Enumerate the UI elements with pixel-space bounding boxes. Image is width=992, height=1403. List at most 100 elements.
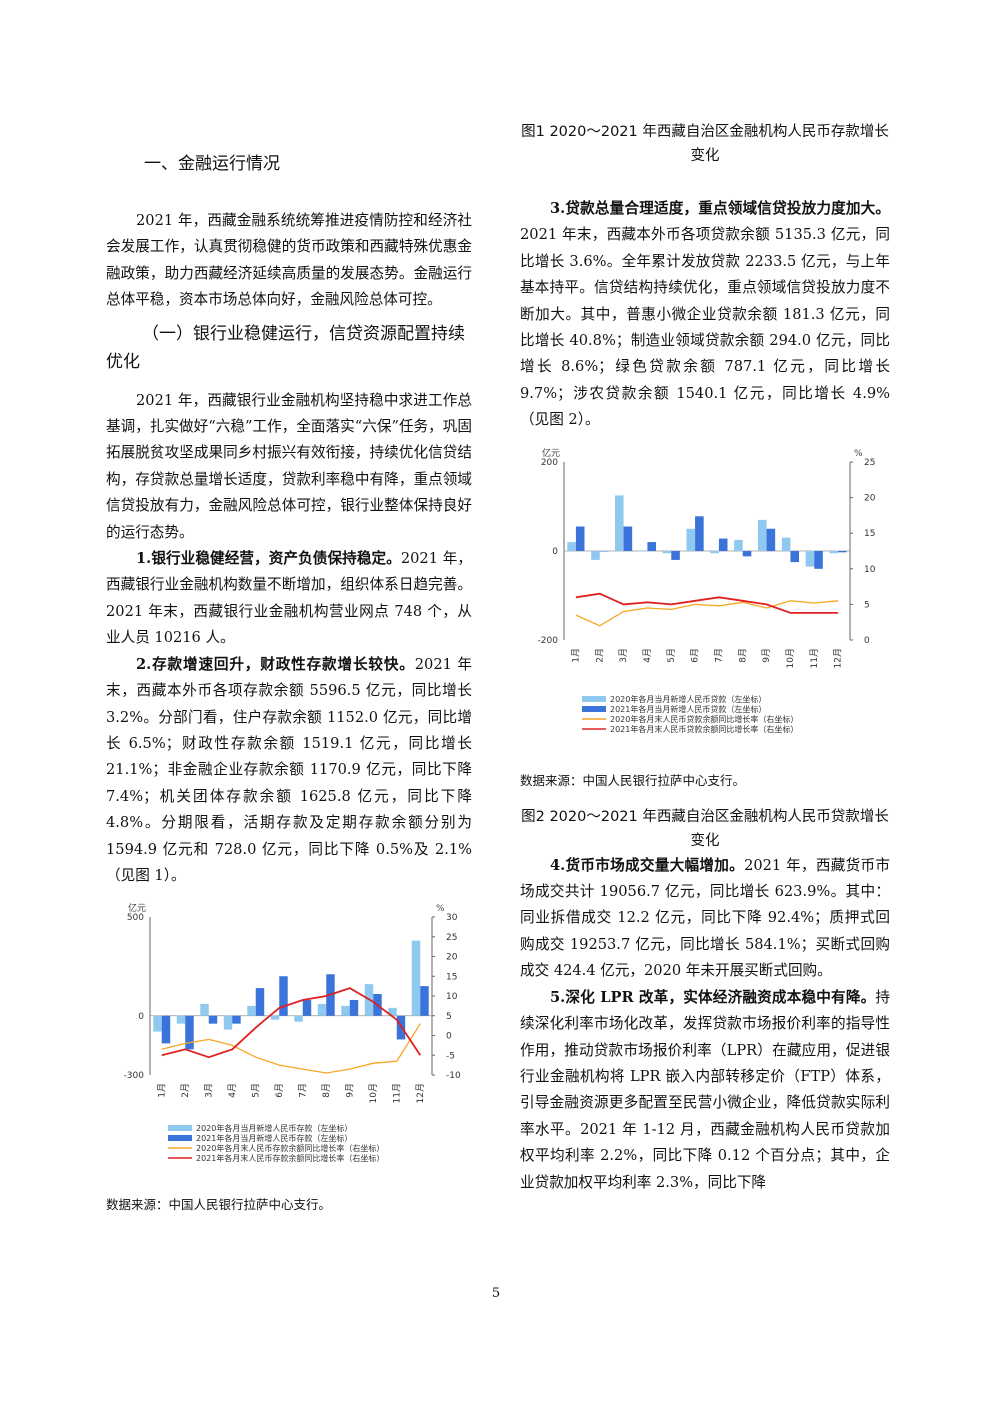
right-tick-label: 20 [864, 493, 876, 503]
bar-2021 [208, 1016, 218, 1024]
bar-2021 [279, 976, 288, 1017]
left-tick-label: 200 [541, 458, 558, 468]
legend-swatch [168, 1125, 192, 1132]
bar-2020 [200, 1004, 209, 1017]
legend-swatch [582, 705, 606, 712]
bar-2020 [686, 528, 696, 551]
right-axis-unit: % [436, 904, 445, 914]
bar-2020 [829, 550, 839, 553]
category-label: 4月 [642, 648, 653, 663]
growth-line-2021 [575, 592, 839, 614]
right-tick-label: -5 [446, 1052, 455, 1062]
bar-2020 [270, 1016, 280, 1021]
bar-2020 [317, 1004, 327, 1017]
category-label: 6月 [690, 648, 701, 663]
paragraph-3: 3.贷款总量合理适度，重点领域信贷投放力度加大。 2021 年末，西藏本外币各项贷… [520, 196, 890, 434]
figure-2-chart: 亿元 % 200 0 -200 25 20 15 10 5 0 1月 2月 3月 4月 5月 6月 7月 8月 9月 1… [538, 447, 876, 734]
right-tick-label: 15 [446, 973, 457, 983]
category-label: 12月 [415, 1083, 426, 1103]
growth-line-2020 [161, 1023, 421, 1075]
bar-2021 [790, 550, 799, 562]
page-number: 5 [491, 1286, 501, 1301]
bank-paragraph: 2021 年，西藏银行业金融机构坚持稳中求进工作总基调，扎实做好“六稳”工作，全… [106, 391, 472, 541]
bar-2021 [232, 1016, 241, 1024]
bar-2020 [176, 1016, 186, 1024]
right-tick-label: 10 [864, 564, 876, 574]
bar-2020 [591, 550, 600, 560]
category-label: 9月 [344, 1083, 355, 1098]
left-tick-label: -300 [124, 1071, 145, 1081]
category-label: 6月 [274, 1083, 285, 1098]
left-tick-label: 500 [127, 913, 144, 923]
bar-2020 [805, 550, 815, 567]
bar-2021 [718, 538, 728, 551]
bar-2021 [671, 550, 680, 560]
bar-2020 [615, 495, 624, 551]
right-axis-unit: % [854, 449, 863, 459]
category-label: 7月 [297, 1083, 308, 1098]
legend-swatch [582, 695, 606, 702]
category-label: 11月 [391, 1083, 402, 1103]
bar-2021 [575, 526, 585, 551]
legend-label: 2021年各月当月新增人民币贷款（左坐标） [610, 704, 766, 714]
legend-label: 2021年各月末人民币存款余额同比增长率（右坐标） [196, 1153, 384, 1163]
bar-2020 [758, 519, 767, 551]
right-tick-label: 30 [446, 913, 458, 923]
bar-2021 [185, 1016, 194, 1050]
right-tick-label: 5 [446, 1012, 452, 1022]
paragraph-1: 1.银行业稳健经营，资产负债保持稳定。2021 年，西藏银行业金融机构数量不断增… [106, 546, 472, 652]
figure-2-title: 图2 2020～2021 年西藏自治区金融机构人民币贷款增长变化 [521, 808, 889, 849]
legend-label: 2020年各月末人民币存款余额同比增长率（右坐标） [196, 1143, 384, 1153]
subsection-heading: （一）银行业稳健运行，信贷资源配置持续优化 [106, 323, 465, 372]
figure-1-title: 图1 2020～2021 年西藏自治区金融机构人民币存款增长变化 [521, 124, 889, 164]
legend-label: 2020年各月当月新增人民币存款（左坐标） [196, 1123, 352, 1133]
right-tick-label: 15 [864, 529, 875, 539]
bar-2021 [766, 528, 776, 551]
bar-2020 [153, 1016, 162, 1032]
bar-2021 [349, 1000, 359, 1017]
bar-2020 [388, 1008, 397, 1017]
growth-line-2020 [575, 599, 839, 627]
category-label: 8月 [321, 1083, 332, 1098]
category-label: 2月 [594, 648, 605, 663]
category-label: 5月 [250, 1083, 261, 1098]
left-axis-unit: 亿元 [128, 902, 146, 914]
bar-2020 [734, 539, 743, 551]
paragraph-1-lead: 1.银行业稳健经营，资产负债保持稳定。 [136, 550, 401, 568]
bar-2021 [599, 550, 609, 552]
right-column: 图1 2020～2021 年西藏自治区金融机构人民币存款增长变化 3.贷款总量合… [520, 120, 890, 1196]
paragraph-4-lead: 4.货币市场成交量大幅增加。 [550, 856, 745, 874]
bar-2021 [647, 541, 656, 551]
category-label: 10月 [785, 648, 796, 668]
legend-label: 2021年各月末人民币贷款余额同比增长率（右坐标） [610, 724, 798, 734]
category-label: 12月 [833, 648, 844, 668]
paragraph-2-lead: 2.存款增速回升，财政性存款增长较快。 [136, 655, 415, 673]
growth-line-2021 [161, 987, 422, 1059]
bar-2020 [662, 550, 672, 553]
bar-2020 [411, 941, 421, 1017]
intro-paragraph: 2021 年，西藏金融系统统筹推进疫情防控和经济社会发展工作，认真贯彻稳健的货币… [106, 212, 472, 309]
left-tick-label: 0 [138, 1012, 144, 1022]
right-tick-label: 25 [864, 458, 875, 468]
category-label: 3月 [203, 1083, 214, 1098]
bar-2021 [623, 526, 633, 551]
paragraph-2-text: 2021 年末，西藏本外币各项存款余额 5596.5 亿元，同比增长 3.2%。… [106, 655, 472, 884]
category-label: 1月 [570, 648, 581, 663]
bar-2020 [781, 537, 791, 551]
paragraph-3-text: 2021 年末，西藏本外币各项贷款余额 5135.3 亿元，同比增长 3.6%。… [520, 226, 890, 429]
legend-label: 2020年各月末人民币贷款余额同比增长率（右坐标） [610, 714, 798, 724]
bar-2021 [838, 550, 847, 552]
category-label: 5月 [666, 648, 677, 663]
category-label: 2月 [180, 1083, 191, 1098]
bar-2020 [341, 1006, 350, 1017]
right-tick-label: 0 [864, 636, 870, 646]
figure-1-source: 数据来源：中国人民银行拉萨中心支行。 [106, 1197, 332, 1213]
right-tick-label: -10 [446, 1071, 461, 1081]
paragraph-5-lead: 5.深化 LPR 改革，实体经济融资成本稳中有降。 [550, 988, 876, 1006]
right-tick-label: 0 [446, 1032, 452, 1042]
category-label: 4月 [227, 1083, 238, 1098]
figure-1-chart: 亿元 % 500 0 -300 30 25 20 15 10 5 0 -5 -10 1月 2月 3月 4月 5月 6月… [124, 902, 461, 1163]
legend-label: 2020年各月当月新增人民币贷款（左坐标） [610, 694, 766, 704]
bar-2021 [695, 515, 704, 551]
bar-2021 [742, 550, 752, 556]
